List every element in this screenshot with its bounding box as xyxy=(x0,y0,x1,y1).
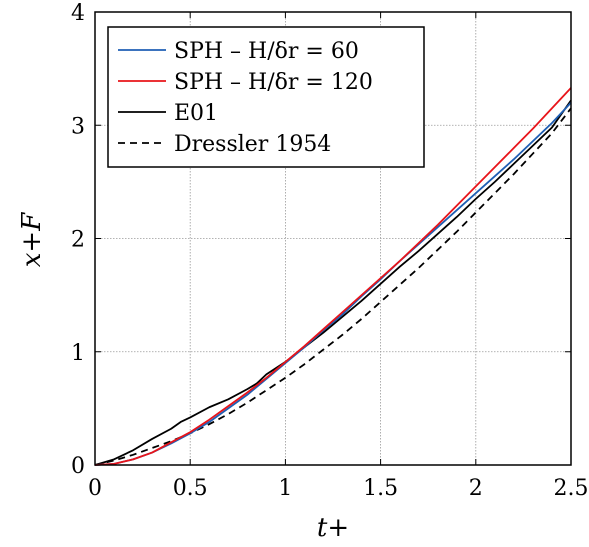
y-tick-label: 4 xyxy=(71,1,85,26)
legend-label: SPH – H/δr = 120 xyxy=(174,70,373,95)
svg-text:x+F: x+F xyxy=(17,212,47,267)
x-tick-label: 1 xyxy=(278,476,292,501)
y-axis-label: x+F xyxy=(17,212,47,267)
x-tick-label: 2.5 xyxy=(554,476,589,501)
svg-text:t+: t+ xyxy=(317,513,349,543)
y-tick-label: 0 xyxy=(71,454,85,479)
series-line-1 xyxy=(94,87,572,466)
series-layer xyxy=(94,87,572,466)
axis-ticks: 0 0.5 1 1.5 2 2.5 0 1 2 3 4 xyxy=(71,1,589,501)
legend-label: Dressler 1954 xyxy=(174,132,331,157)
legend: SPH – H/δr = 60 SPH – H/δr = 120 E01 Dressl… xyxy=(107,26,425,168)
y-tick-label: 2 xyxy=(71,228,85,253)
x-tick-label: 2 xyxy=(469,476,483,501)
y-tick-label: 1 xyxy=(71,341,85,366)
x-tick-label: 0.5 xyxy=(173,476,208,501)
x-axis-label: t+ xyxy=(317,513,349,543)
legend-label: E01 xyxy=(174,101,218,126)
x-tick-label: 1.5 xyxy=(363,476,398,501)
series-line-0 xyxy=(94,101,572,466)
series-line-3 xyxy=(94,107,572,466)
y-tick-label: 3 xyxy=(71,114,85,139)
x-tick-label: 0 xyxy=(88,476,102,501)
legend-label: SPH – H/δr = 60 xyxy=(174,39,359,64)
